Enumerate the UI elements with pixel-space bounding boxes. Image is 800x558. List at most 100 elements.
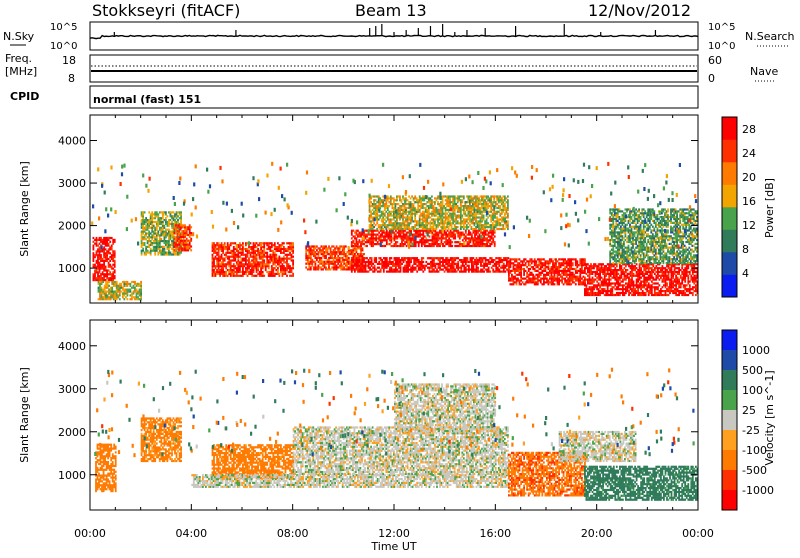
heatmap-cell bbox=[177, 211, 179, 213]
heatmap-cell bbox=[372, 224, 374, 226]
heatmap-cell bbox=[116, 281, 118, 283]
heatmap-cell bbox=[485, 261, 487, 263]
heatmap-cell bbox=[162, 227, 164, 229]
heatmap-cell bbox=[100, 260, 102, 262]
heatmap-cell bbox=[93, 237, 95, 239]
heatmap-cell bbox=[482, 241, 484, 243]
heatmap-cell bbox=[390, 220, 392, 222]
heatmap-cell bbox=[173, 217, 175, 219]
heatmap-cell bbox=[411, 211, 413, 213]
heatmap-cell bbox=[557, 274, 559, 276]
heatmap-cell bbox=[489, 224, 491, 226]
heatmap-cell bbox=[151, 211, 153, 213]
heatmap-cell bbox=[363, 243, 365, 245]
heatmap-cell bbox=[127, 281, 129, 283]
heatmap-cell bbox=[116, 296, 118, 298]
heatmap-cell bbox=[384, 213, 386, 215]
heatmap-cell bbox=[354, 271, 356, 273]
heatmap-cell bbox=[387, 199, 389, 201]
heatmap-cell bbox=[93, 273, 95, 275]
heatmap-cell bbox=[321, 257, 323, 259]
heatmap-cell bbox=[384, 218, 386, 220]
heatmap-cell bbox=[502, 201, 504, 203]
heatmap-cell bbox=[480, 201, 482, 203]
heatmap-cell bbox=[245, 267, 247, 269]
heatmap-cell bbox=[153, 225, 155, 227]
heatmap-cell bbox=[139, 292, 141, 294]
heatmap-cell bbox=[283, 258, 285, 260]
heatmap-cell bbox=[348, 259, 350, 261]
heatmap-cell bbox=[263, 259, 265, 261]
heatmap-cell bbox=[415, 269, 417, 271]
heatmap-cell bbox=[496, 218, 498, 220]
heatmap-cell bbox=[415, 243, 417, 245]
freq-label-line2: [MHz] bbox=[5, 65, 37, 78]
heatmap-cell bbox=[402, 215, 404, 217]
heatmap-cell bbox=[424, 267, 426, 269]
heatmap-cell bbox=[280, 250, 282, 252]
heatmap-cell bbox=[465, 263, 467, 265]
heatmap-cell bbox=[471, 259, 473, 261]
heatmap-cell bbox=[369, 267, 371, 269]
heatmap-cell bbox=[504, 207, 506, 209]
heatmap-cell bbox=[336, 265, 338, 267]
heatmap-cell bbox=[558, 278, 560, 280]
heatmap-cell bbox=[526, 279, 528, 281]
heatmap-cell bbox=[473, 269, 475, 271]
heatmap-cell bbox=[114, 277, 116, 279]
noise-right-tick-top: 10^5 bbox=[708, 22, 735, 33]
heatmap-cell bbox=[436, 207, 438, 209]
heatmap-cell bbox=[499, 195, 501, 197]
heatmap-cell bbox=[523, 268, 525, 270]
heatmap-cell bbox=[511, 279, 513, 281]
heatmap-cell bbox=[431, 199, 433, 201]
heatmap-cell bbox=[385, 228, 387, 230]
heatmap-cell bbox=[180, 217, 182, 219]
heatmap-cell bbox=[386, 259, 388, 261]
heatmap-cell bbox=[401, 201, 403, 203]
heatmap-cell bbox=[558, 283, 560, 285]
heatmap-cell bbox=[351, 230, 353, 232]
heatmap-cell bbox=[432, 267, 434, 269]
heatmap-cell bbox=[449, 197, 451, 199]
heatmap-cell bbox=[100, 279, 102, 281]
heatmap-cell bbox=[106, 256, 108, 258]
heatmap-cell bbox=[465, 235, 467, 237]
heatmap-cell bbox=[389, 237, 391, 239]
heatmap-cell bbox=[492, 269, 494, 271]
heatmap-cell bbox=[445, 220, 447, 222]
heatmap-cell bbox=[422, 237, 424, 239]
heatmap-cell bbox=[120, 291, 122, 293]
heatmap-cell bbox=[555, 258, 557, 260]
heatmap-cell bbox=[366, 245, 368, 247]
heatmap-cell bbox=[412, 237, 414, 239]
heatmap-cell bbox=[107, 283, 109, 285]
heatmap-cell bbox=[170, 231, 172, 233]
heatmap-cell bbox=[292, 256, 294, 258]
heatmap-cell bbox=[505, 267, 507, 269]
heatmap-cell bbox=[245, 258, 247, 260]
heatmap-cell bbox=[147, 236, 149, 238]
heatmap-cell bbox=[157, 231, 159, 233]
heatmap-cell bbox=[108, 291, 110, 293]
heatmap-cell bbox=[510, 272, 512, 274]
heatmap-cell bbox=[359, 255, 361, 257]
heatmap-cell bbox=[445, 215, 447, 217]
heatmap-cell bbox=[460, 213, 462, 215]
heatmap-cell bbox=[136, 289, 138, 291]
heatmap-cell bbox=[489, 226, 491, 228]
heatmap-cell bbox=[389, 263, 391, 265]
heatmap-cell bbox=[464, 203, 466, 205]
heatmap-cell bbox=[488, 239, 490, 241]
heatmap-cell bbox=[535, 262, 537, 264]
heatmap-cell bbox=[430, 220, 432, 222]
heatmap-cell bbox=[154, 240, 156, 242]
heatmap-cell bbox=[381, 259, 383, 261]
heatmap-cell bbox=[141, 252, 143, 254]
heatmap-cell bbox=[519, 272, 521, 274]
heatmap-cell bbox=[274, 252, 276, 254]
heatmap-cell bbox=[310, 268, 312, 270]
heatmap-cell bbox=[311, 265, 313, 267]
heatmap-cell bbox=[177, 238, 179, 240]
heatmap-cell bbox=[537, 270, 539, 272]
